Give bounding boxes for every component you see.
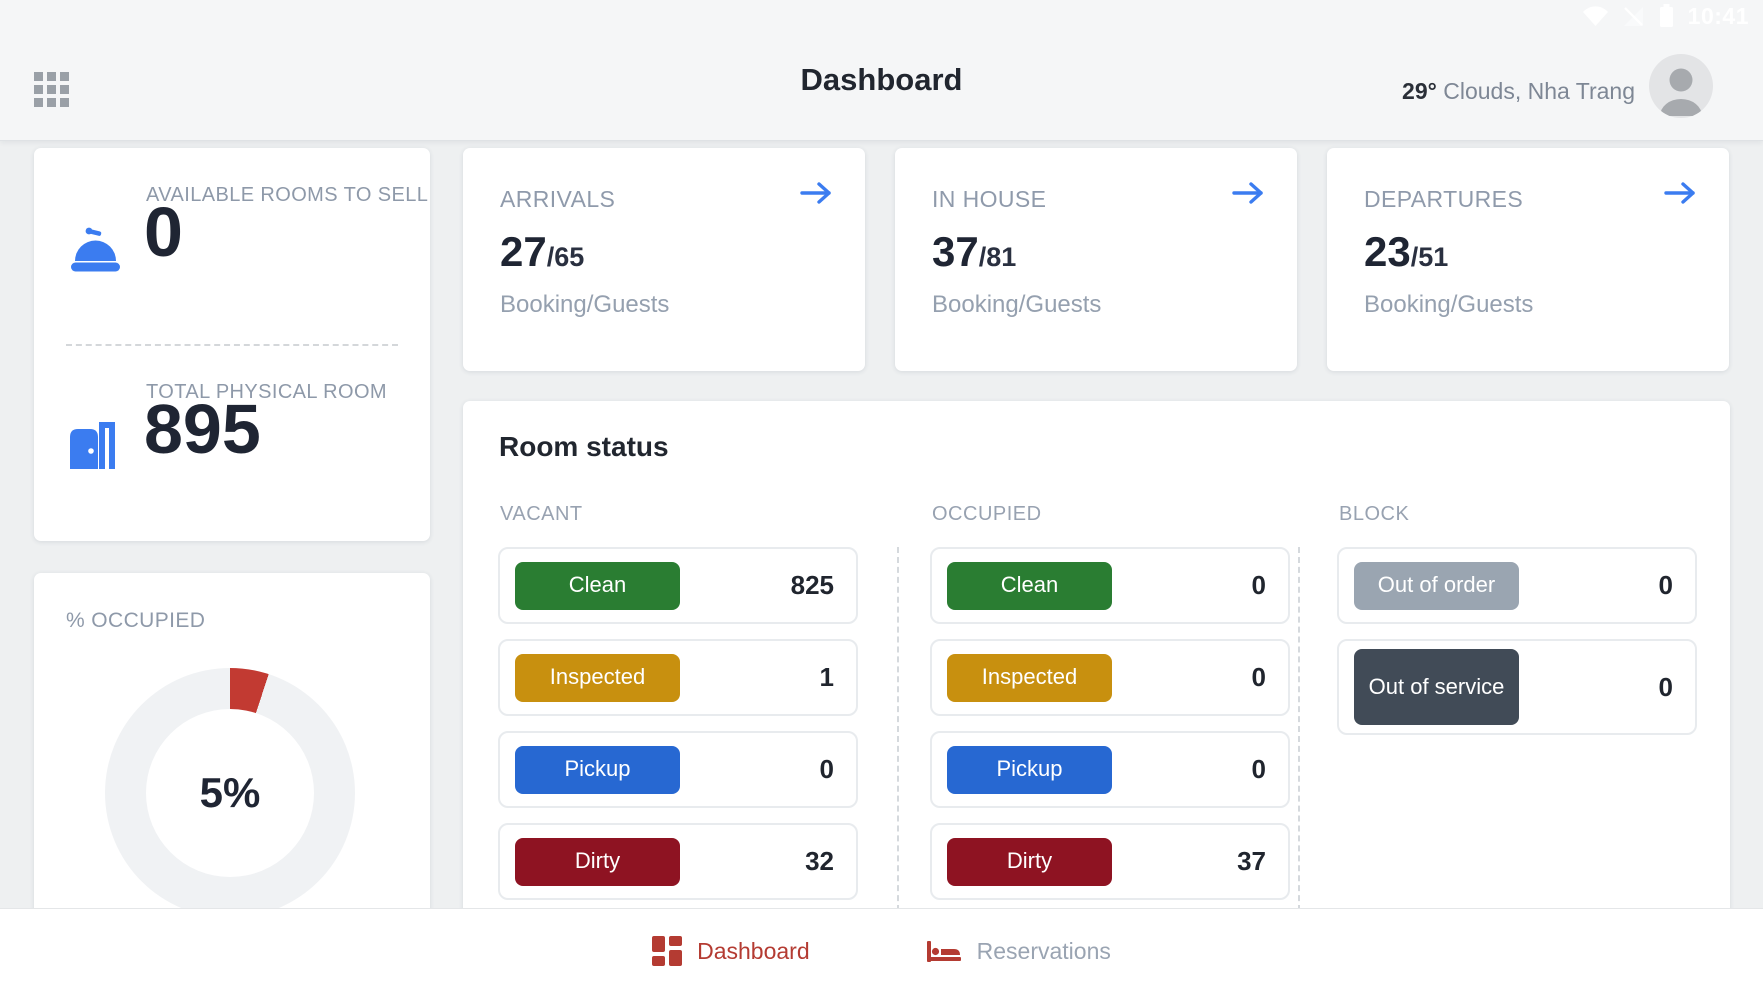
bed-icon	[926, 940, 961, 962]
door-icon	[70, 422, 115, 469]
count-number: 23	[1364, 228, 1411, 275]
block-column: BLOCK Out of order 0 Out of service 0	[1337, 401, 1697, 961]
row-value: 0	[1658, 570, 1673, 600]
departures-subtitle: Booking/Guests	[1364, 291, 1534, 318]
weather-location: Clouds, Nha Trang	[1436, 78, 1635, 104]
nav-label-dashboard: Dashboard	[697, 937, 810, 964]
total-physical-value: 895	[144, 390, 261, 468]
divider	[1298, 547, 1300, 921]
bottom-nav: Dashboard Reservations	[0, 908, 1763, 992]
status-row-occupied-dirty[interactable]: Dirty 37	[930, 823, 1290, 900]
page-title: Dashboard	[800, 62, 963, 97]
out-of-order-pill[interactable]: Out of order	[1354, 561, 1519, 610]
total-physical-label: TOTAL PHYSICAL ROOM	[146, 381, 387, 403]
divider	[66, 344, 398, 346]
service-bell-icon	[71, 227, 120, 272]
status-row-occupied-pickup[interactable]: Pickup 0	[930, 731, 1290, 808]
row-value: 0	[819, 754, 834, 784]
in-house-label: IN HOUSE	[932, 186, 1047, 212]
status-row-vacant-clean[interactable]: Clean 825	[498, 547, 858, 624]
arrow-right-icon[interactable]	[1663, 180, 1699, 206]
out-of-service-pill[interactable]: Out of service	[1354, 649, 1519, 725]
divider	[897, 547, 899, 921]
arrivals-label: ARRIVALS	[500, 186, 616, 212]
wifi-icon	[1582, 5, 1608, 26]
occupancy-label: % OCCUPIED	[66, 609, 206, 632]
vacant-label: VACANT	[500, 503, 583, 525]
available-rooms-label: AVAILABLE ROOMS TO SELL	[146, 184, 429, 206]
departures-card[interactable]: DEPARTURES 23/51 Booking/Guests	[1327, 148, 1729, 371]
inspected-pill[interactable]: Inspected	[515, 653, 680, 702]
occupied-column: OCCUPIED Clean 0 Inspected 0 Pickup 0 Di…	[930, 401, 1290, 961]
arrivals-count: 27/65	[500, 228, 584, 276]
dashboard-icon	[652, 936, 683, 966]
departures-label: DEPARTURES	[1364, 186, 1524, 212]
in-house-count: 37/81	[932, 228, 1016, 276]
row-value: 0	[1251, 754, 1266, 784]
status-row-vacant-inspected[interactable]: Inspected 1	[498, 639, 858, 716]
dirty-pill[interactable]: Dirty	[515, 837, 680, 886]
pickup-pill[interactable]: Pickup	[947, 745, 1112, 794]
app-header: 10:41 Dashboard 29° Clouds, Nha Trang	[0, 0, 1763, 141]
occupancy-percent: 5%	[199, 769, 261, 816]
no-signal-icon	[1623, 6, 1643, 26]
arrow-right-icon[interactable]	[799, 180, 835, 206]
occupied-label: OCCUPIED	[932, 503, 1042, 525]
row-value: 0	[1658, 671, 1673, 702]
arrivals-card[interactable]: ARRIVALS 27/65 Booking/Guests	[463, 148, 865, 371]
block-rows: Out of order 0 Out of service 0	[1337, 547, 1697, 750]
donut-hole: 5%	[146, 709, 314, 877]
departures-count: 23/51	[1364, 228, 1448, 276]
row-value: 825	[790, 570, 834, 600]
pickup-pill[interactable]: Pickup	[515, 745, 680, 794]
status-bar: 10:41	[1582, 0, 1749, 32]
status-row-vacant-dirty[interactable]: Dirty 32	[498, 823, 858, 900]
clean-pill[interactable]: Clean	[515, 561, 680, 610]
room-status-title: Room status	[499, 431, 669, 462]
status-row-occupied-inspected[interactable]: Inspected 0	[930, 639, 1290, 716]
weather-info: 29° Clouds, Nha Trang	[1402, 78, 1635, 105]
vacant-rows: Clean 825 Inspected 1 Pickup 0 Dirty 32	[498, 547, 858, 915]
in-house-card[interactable]: IN HOUSE 37/81 Booking/Guests	[895, 148, 1297, 371]
count-number: 27	[500, 228, 547, 275]
available-rooms-value: 0	[144, 193, 183, 271]
vacant-column: VACANT Clean 825 Inspected 1 Pickup 0 Di…	[498, 401, 858, 961]
dirty-pill[interactable]: Dirty	[947, 837, 1112, 886]
row-value: 37	[1237, 846, 1266, 876]
status-row-out-of-order[interactable]: Out of order 0	[1337, 547, 1697, 624]
available-rooms-section: AVAILABLE ROOMS TO SELL 0	[34, 148, 430, 344]
person-icon	[1660, 68, 1702, 116]
grid-menu-icon[interactable]	[34, 72, 70, 110]
arrivals-subtitle: Booking/Guests	[500, 291, 670, 318]
count-total: /51	[1410, 242, 1449, 272]
occupied-donut: 5%	[105, 668, 355, 918]
row-value: 0	[1251, 570, 1266, 600]
avatar[interactable]	[1649, 54, 1713, 118]
weather-temp: 29°	[1402, 78, 1437, 104]
rooms-summary-card: AVAILABLE ROOMS TO SELL 0 TOTAL PHYSICAL…	[34, 148, 430, 541]
nav-item-dashboard[interactable]: Dashboard	[652, 936, 810, 966]
occupied-rows: Clean 0 Inspected 0 Pickup 0 Dirty 37	[930, 547, 1290, 915]
count-number: 37	[932, 228, 979, 275]
status-row-vacant-pickup[interactable]: Pickup 0	[498, 731, 858, 808]
row-value: 32	[805, 846, 834, 876]
clean-pill[interactable]: Clean	[947, 561, 1112, 610]
count-total: /65	[546, 242, 585, 272]
status-row-out-of-service[interactable]: Out of service 0	[1337, 639, 1697, 735]
count-total: /81	[978, 242, 1017, 272]
nav-item-reservations[interactable]: Reservations	[926, 938, 1111, 965]
inspected-pill[interactable]: Inspected	[947, 653, 1112, 702]
arrow-right-icon[interactable]	[1231, 180, 1267, 206]
row-value: 0	[1251, 662, 1266, 692]
block-label: BLOCK	[1339, 503, 1410, 525]
status-time: 10:41	[1687, 2, 1749, 29]
in-house-subtitle: Booking/Guests	[932, 291, 1102, 318]
room-status-card: Room status VACANT Clean 825 Inspected 1…	[463, 401, 1730, 961]
total-physical-section: TOTAL PHYSICAL ROOM 895	[34, 345, 430, 541]
row-value: 1	[819, 662, 834, 692]
battery-icon	[1659, 4, 1673, 27]
status-row-occupied-clean[interactable]: Clean 0	[930, 547, 1290, 624]
nav-label-reservations: Reservations	[976, 937, 1111, 964]
